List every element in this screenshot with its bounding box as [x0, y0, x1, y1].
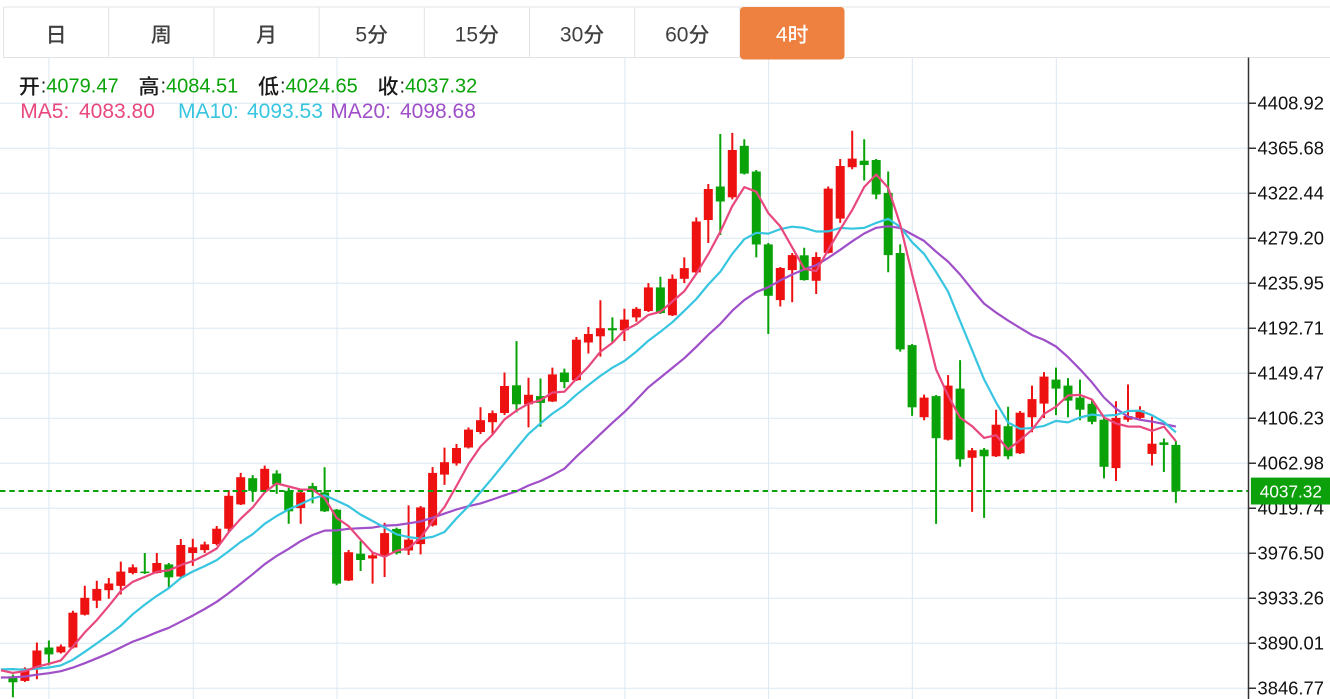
svg-text:4192.71: 4192.71 — [1258, 318, 1324, 339]
svg-text:4084.51: 4084.51 — [166, 75, 238, 97]
svg-text::: : — [161, 75, 167, 97]
svg-text:4322.44: 4322.44 — [1258, 183, 1324, 204]
svg-text:4024.65: 4024.65 — [286, 75, 358, 97]
svg-text:4079.47: 4079.47 — [46, 75, 118, 97]
svg-text:4083.80: 4083.80 — [79, 100, 155, 123]
svg-text:4365.68: 4365.68 — [1258, 138, 1324, 159]
svg-text:3846.77: 3846.77 — [1258, 678, 1324, 699]
svg-text:5: 5 — [355, 24, 367, 47]
svg-text:3933.26: 3933.26 — [1258, 588, 1324, 609]
svg-text:MA10:: MA10: — [178, 100, 239, 123]
svg-text:4149.47: 4149.47 — [1258, 363, 1324, 384]
svg-text::: : — [41, 75, 47, 97]
svg-text:4062.98: 4062.98 — [1258, 453, 1324, 474]
svg-text:MA20:: MA20: — [330, 100, 391, 123]
svg-text:4279.20: 4279.20 — [1258, 228, 1324, 249]
svg-text:MA5:: MA5: — [20, 100, 69, 123]
svg-text:30: 30 — [560, 24, 583, 47]
svg-text:4106.23: 4106.23 — [1258, 408, 1324, 429]
svg-text:4098.68: 4098.68 — [400, 100, 476, 123]
svg-text:4037.32: 4037.32 — [1260, 482, 1322, 502]
svg-text::: : — [400, 75, 406, 97]
svg-text:4408.92: 4408.92 — [1258, 93, 1324, 114]
svg-text:15: 15 — [455, 24, 478, 47]
svg-text:60: 60 — [665, 24, 688, 47]
svg-text:3976.50: 3976.50 — [1258, 543, 1324, 564]
svg-text:3890.01: 3890.01 — [1258, 633, 1324, 654]
svg-text:4037.32: 4037.32 — [405, 75, 477, 97]
svg-text:4093.53: 4093.53 — [247, 100, 323, 123]
svg-text:4: 4 — [776, 24, 788, 47]
svg-text:4235.95: 4235.95 — [1258, 273, 1324, 294]
svg-text::: : — [280, 75, 286, 97]
